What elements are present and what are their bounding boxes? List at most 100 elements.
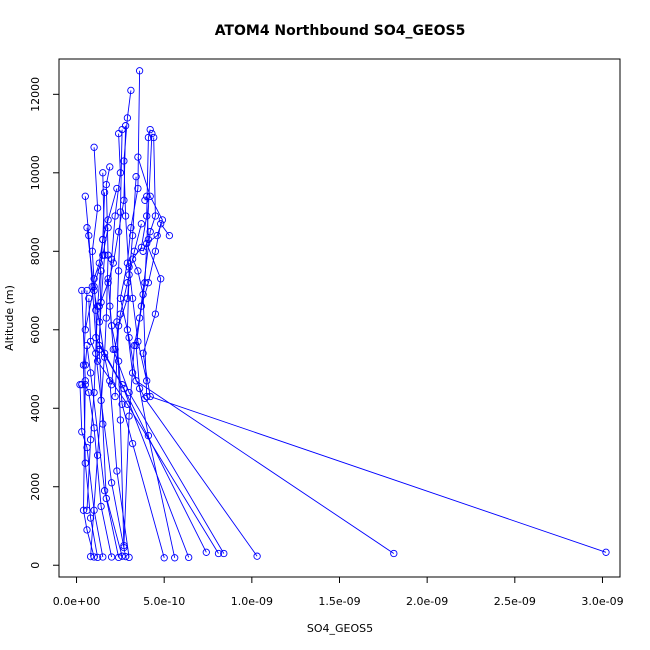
data-point — [125, 412, 133, 420]
data-point — [118, 552, 126, 560]
data-point — [107, 479, 116, 487]
data-point — [165, 231, 174, 240]
data-point — [104, 251, 112, 259]
data-point — [95, 318, 103, 326]
series-line — [109, 133, 225, 554]
data-point — [85, 294, 93, 303]
data-point — [151, 212, 160, 220]
series-line — [90, 166, 111, 557]
data-point — [132, 377, 140, 385]
data-point — [99, 420, 107, 428]
data-point — [157, 220, 165, 228]
data-point — [83, 506, 91, 514]
data-point — [93, 357, 102, 365]
data-point — [132, 173, 140, 181]
data-point — [125, 553, 133, 562]
y-tick-label: 10000 — [29, 155, 42, 190]
data-point — [602, 548, 610, 556]
data-point — [134, 153, 142, 161]
data-point — [90, 282, 98, 291]
data-point — [104, 216, 112, 224]
data-point — [81, 377, 89, 385]
data-point — [100, 353, 109, 361]
data-point — [123, 259, 132, 267]
data-point — [118, 400, 126, 408]
series-line — [107, 278, 165, 558]
data-point — [134, 184, 142, 193]
data-point — [99, 251, 107, 259]
series-line — [98, 125, 127, 307]
data-point — [220, 549, 228, 558]
series-line — [84, 345, 123, 557]
data-point — [106, 302, 114, 310]
data-point — [111, 212, 119, 220]
data-point — [90, 286, 98, 295]
data-point — [109, 259, 117, 267]
data-point — [202, 548, 210, 556]
data-point — [127, 224, 135, 232]
data-point — [118, 381, 126, 389]
series-line — [84, 196, 190, 558]
y-tick-label: 0 — [29, 562, 42, 569]
data-point — [146, 392, 154, 401]
data-point — [135, 314, 144, 322]
data-point — [90, 424, 98, 432]
data-point — [116, 169, 125, 177]
series-line — [83, 290, 99, 558]
chart-title: ATOM4 Northbound SO4_GEOS5 — [215, 23, 466, 39]
data-point — [107, 322, 116, 330]
data-point — [158, 216, 167, 224]
data-point — [88, 282, 96, 291]
data-point — [123, 400, 132, 408]
data-point — [102, 180, 110, 189]
data-point — [139, 290, 147, 299]
data-point — [120, 541, 128, 550]
data-point — [141, 196, 149, 204]
data-point — [106, 163, 114, 171]
data-point — [116, 416, 125, 424]
data-point — [146, 228, 154, 236]
data-point — [86, 514, 95, 522]
data-point — [114, 357, 123, 365]
data-point — [76, 381, 84, 389]
data-point — [81, 361, 89, 369]
data-point — [83, 443, 91, 452]
data-point — [95, 259, 103, 267]
data-point — [97, 502, 105, 511]
x-tick-label: 2.5e-09 — [494, 595, 536, 608]
data-point — [99, 553, 107, 561]
data-point — [123, 294, 132, 303]
data-point — [150, 133, 158, 142]
data-point — [90, 143, 98, 151]
data-point — [153, 231, 161, 240]
x-tick-label: 1.5e-09 — [318, 595, 360, 608]
y-tick-label: 12000 — [29, 77, 42, 112]
data-point — [114, 228, 123, 236]
series-layer — [76, 67, 610, 562]
data-point — [85, 231, 93, 240]
data-point — [127, 86, 135, 95]
x-tick-label: 3.0e-09 — [581, 595, 623, 608]
data-point — [120, 384, 128, 393]
data-point — [109, 345, 117, 354]
y-tick-label: 8000 — [29, 237, 42, 265]
x-tick-label: 5.0e-10 — [143, 595, 185, 608]
series-line — [114, 176, 137, 397]
data-point — [141, 279, 149, 287]
data-point — [90, 506, 98, 514]
data-point — [104, 224, 112, 232]
data-point — [114, 322, 123, 330]
data-point — [134, 267, 142, 275]
data-point — [90, 553, 98, 561]
data-point — [121, 212, 130, 220]
x-axis-label: SO4_GEOS5 — [307, 622, 373, 635]
data-point — [137, 220, 146, 228]
data-point — [100, 487, 109, 495]
data-point — [116, 208, 125, 216]
data-point — [81, 192, 89, 200]
series-line — [119, 70, 395, 554]
data-point — [116, 310, 125, 318]
data-point — [137, 243, 146, 252]
x-tick-label: 0.0e+00 — [53, 595, 100, 608]
data-point — [95, 302, 103, 310]
